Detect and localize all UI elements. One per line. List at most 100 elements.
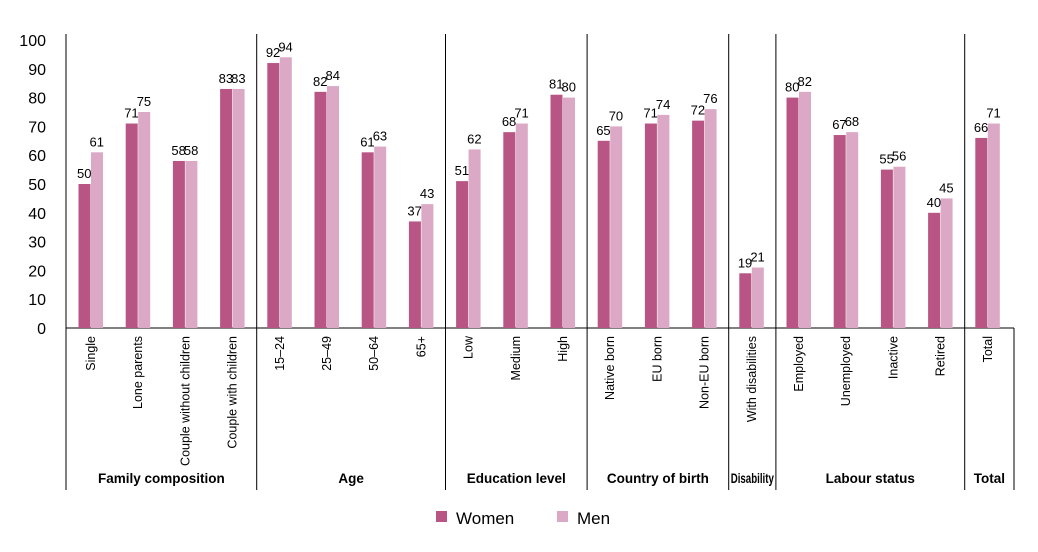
- category-label: Couple without children: [178, 336, 192, 466]
- bar-men: [704, 109, 717, 329]
- category-label: 25–49: [320, 336, 334, 371]
- bar-women: [550, 94, 563, 328]
- category-label: 15–24: [273, 336, 287, 371]
- bar-men: [374, 146, 387, 328]
- bar-women: [220, 88, 233, 329]
- bar-women: [597, 140, 610, 328]
- y-tick-label: 20: [28, 263, 46, 280]
- bar-women: [125, 123, 138, 329]
- data-label-men: 68: [845, 114, 859, 129]
- data-label-women: 66: [974, 120, 988, 135]
- bar-women: [267, 63, 280, 328]
- data-label-women: 58: [171, 143, 185, 158]
- bar-men: [893, 166, 906, 328]
- data-label-women: 40: [927, 195, 941, 210]
- bar-women: [739, 273, 752, 328]
- data-label-men: 43: [420, 186, 434, 201]
- data-label-women: 92: [266, 45, 280, 60]
- bar-women: [503, 132, 516, 328]
- category-label: Inactive: [886, 336, 900, 379]
- legend-label-men: Men: [577, 509, 610, 528]
- group-label: Labour status: [826, 471, 915, 486]
- data-label-men: 45: [939, 180, 953, 195]
- data-label-women: 72: [691, 103, 705, 118]
- data-label-men: 82: [798, 74, 812, 89]
- bar-men: [563, 97, 575, 328]
- category-label: Low: [462, 335, 476, 359]
- data-label-men: 94: [278, 39, 292, 54]
- bar-women: [172, 160, 185, 328]
- group-label: Total: [974, 471, 1005, 486]
- data-label-men: 21: [750, 250, 764, 265]
- data-label-women: 19: [738, 255, 752, 270]
- category-label: Couple with children: [226, 336, 240, 449]
- category-label: With disabilities: [745, 336, 759, 422]
- bar-women: [644, 123, 657, 329]
- bar-men: [751, 267, 764, 328]
- group-label: Disability: [731, 471, 775, 486]
- bar-women: [880, 169, 893, 328]
- data-label-women: 55: [879, 152, 893, 167]
- category-label: Single: [84, 336, 98, 371]
- data-label-men: 84: [326, 68, 340, 83]
- category-label: Retired: [934, 336, 948, 376]
- data-label-men: 83: [231, 71, 245, 86]
- bar-men: [468, 149, 481, 328]
- legend: Women Men: [436, 509, 610, 528]
- bar-women: [361, 152, 374, 328]
- data-label-women: 82: [313, 74, 327, 89]
- data-label-women: 71: [124, 106, 138, 121]
- category-labels: Single Lone parents Couple without childre…: [84, 335, 995, 466]
- data-label-women: 61: [360, 134, 374, 149]
- legend-swatch-women: [436, 511, 447, 522]
- category-label: EU born: [650, 336, 664, 382]
- bar-men: [515, 123, 528, 329]
- category-label: Native born: [603, 336, 617, 400]
- category-label: Non-EU born: [698, 336, 712, 409]
- bar-men: [987, 123, 1000, 329]
- data-label-women: 51: [455, 163, 469, 178]
- bar-men: [657, 114, 670, 328]
- y-tick-label: 50: [28, 177, 46, 194]
- data-label-men: 70: [609, 108, 623, 123]
- bar-men: [846, 132, 859, 328]
- data-label-men: 74: [656, 97, 670, 112]
- y-tick-label: 10: [28, 292, 46, 309]
- bar-women: [975, 137, 988, 328]
- category-label: 65+: [414, 336, 428, 357]
- bar-women: [314, 91, 327, 328]
- data-label-women: 65: [596, 123, 610, 138]
- category-label: Medium: [509, 336, 523, 380]
- category-label: Unemployed: [839, 336, 853, 406]
- bar-men: [610, 126, 623, 329]
- data-label-men: 58: [184, 143, 198, 158]
- data-label-women: 83: [219, 71, 233, 86]
- legend-label-women: Women: [456, 509, 514, 528]
- data-label-men: 71: [986, 106, 1000, 121]
- bar-men: [940, 198, 953, 328]
- category-label: 50–64: [367, 336, 381, 371]
- data-label-men: 71: [514, 106, 528, 121]
- bar-women: [833, 135, 846, 328]
- y-tick-label: 30: [28, 235, 46, 252]
- bar-men: [138, 112, 151, 328]
- bar-men: [799, 91, 811, 328]
- data-labels: 5061717558588383929482846163374351626871…: [77, 39, 1001, 270]
- bar-women: [78, 184, 91, 328]
- bars: [78, 57, 1000, 329]
- group-labels: Family composition Age Education level Coun…: [98, 471, 1005, 486]
- bar-women: [408, 221, 421, 328]
- data-label-men: 80: [562, 80, 576, 95]
- category-label: High: [556, 336, 570, 362]
- bar-men: [421, 204, 434, 328]
- data-label-women: 80: [785, 80, 799, 95]
- y-tick-label: 80: [28, 91, 46, 108]
- y-tick-label: 0: [37, 321, 46, 338]
- data-label-women: 68: [502, 114, 516, 129]
- legend-swatch-men: [557, 511, 568, 522]
- group-label: Country of birth: [607, 471, 709, 486]
- data-label-women: 37: [407, 203, 421, 218]
- y-tick-label: 70: [28, 119, 46, 136]
- group-label: Education level: [467, 471, 566, 486]
- bar-men: [91, 152, 103, 328]
